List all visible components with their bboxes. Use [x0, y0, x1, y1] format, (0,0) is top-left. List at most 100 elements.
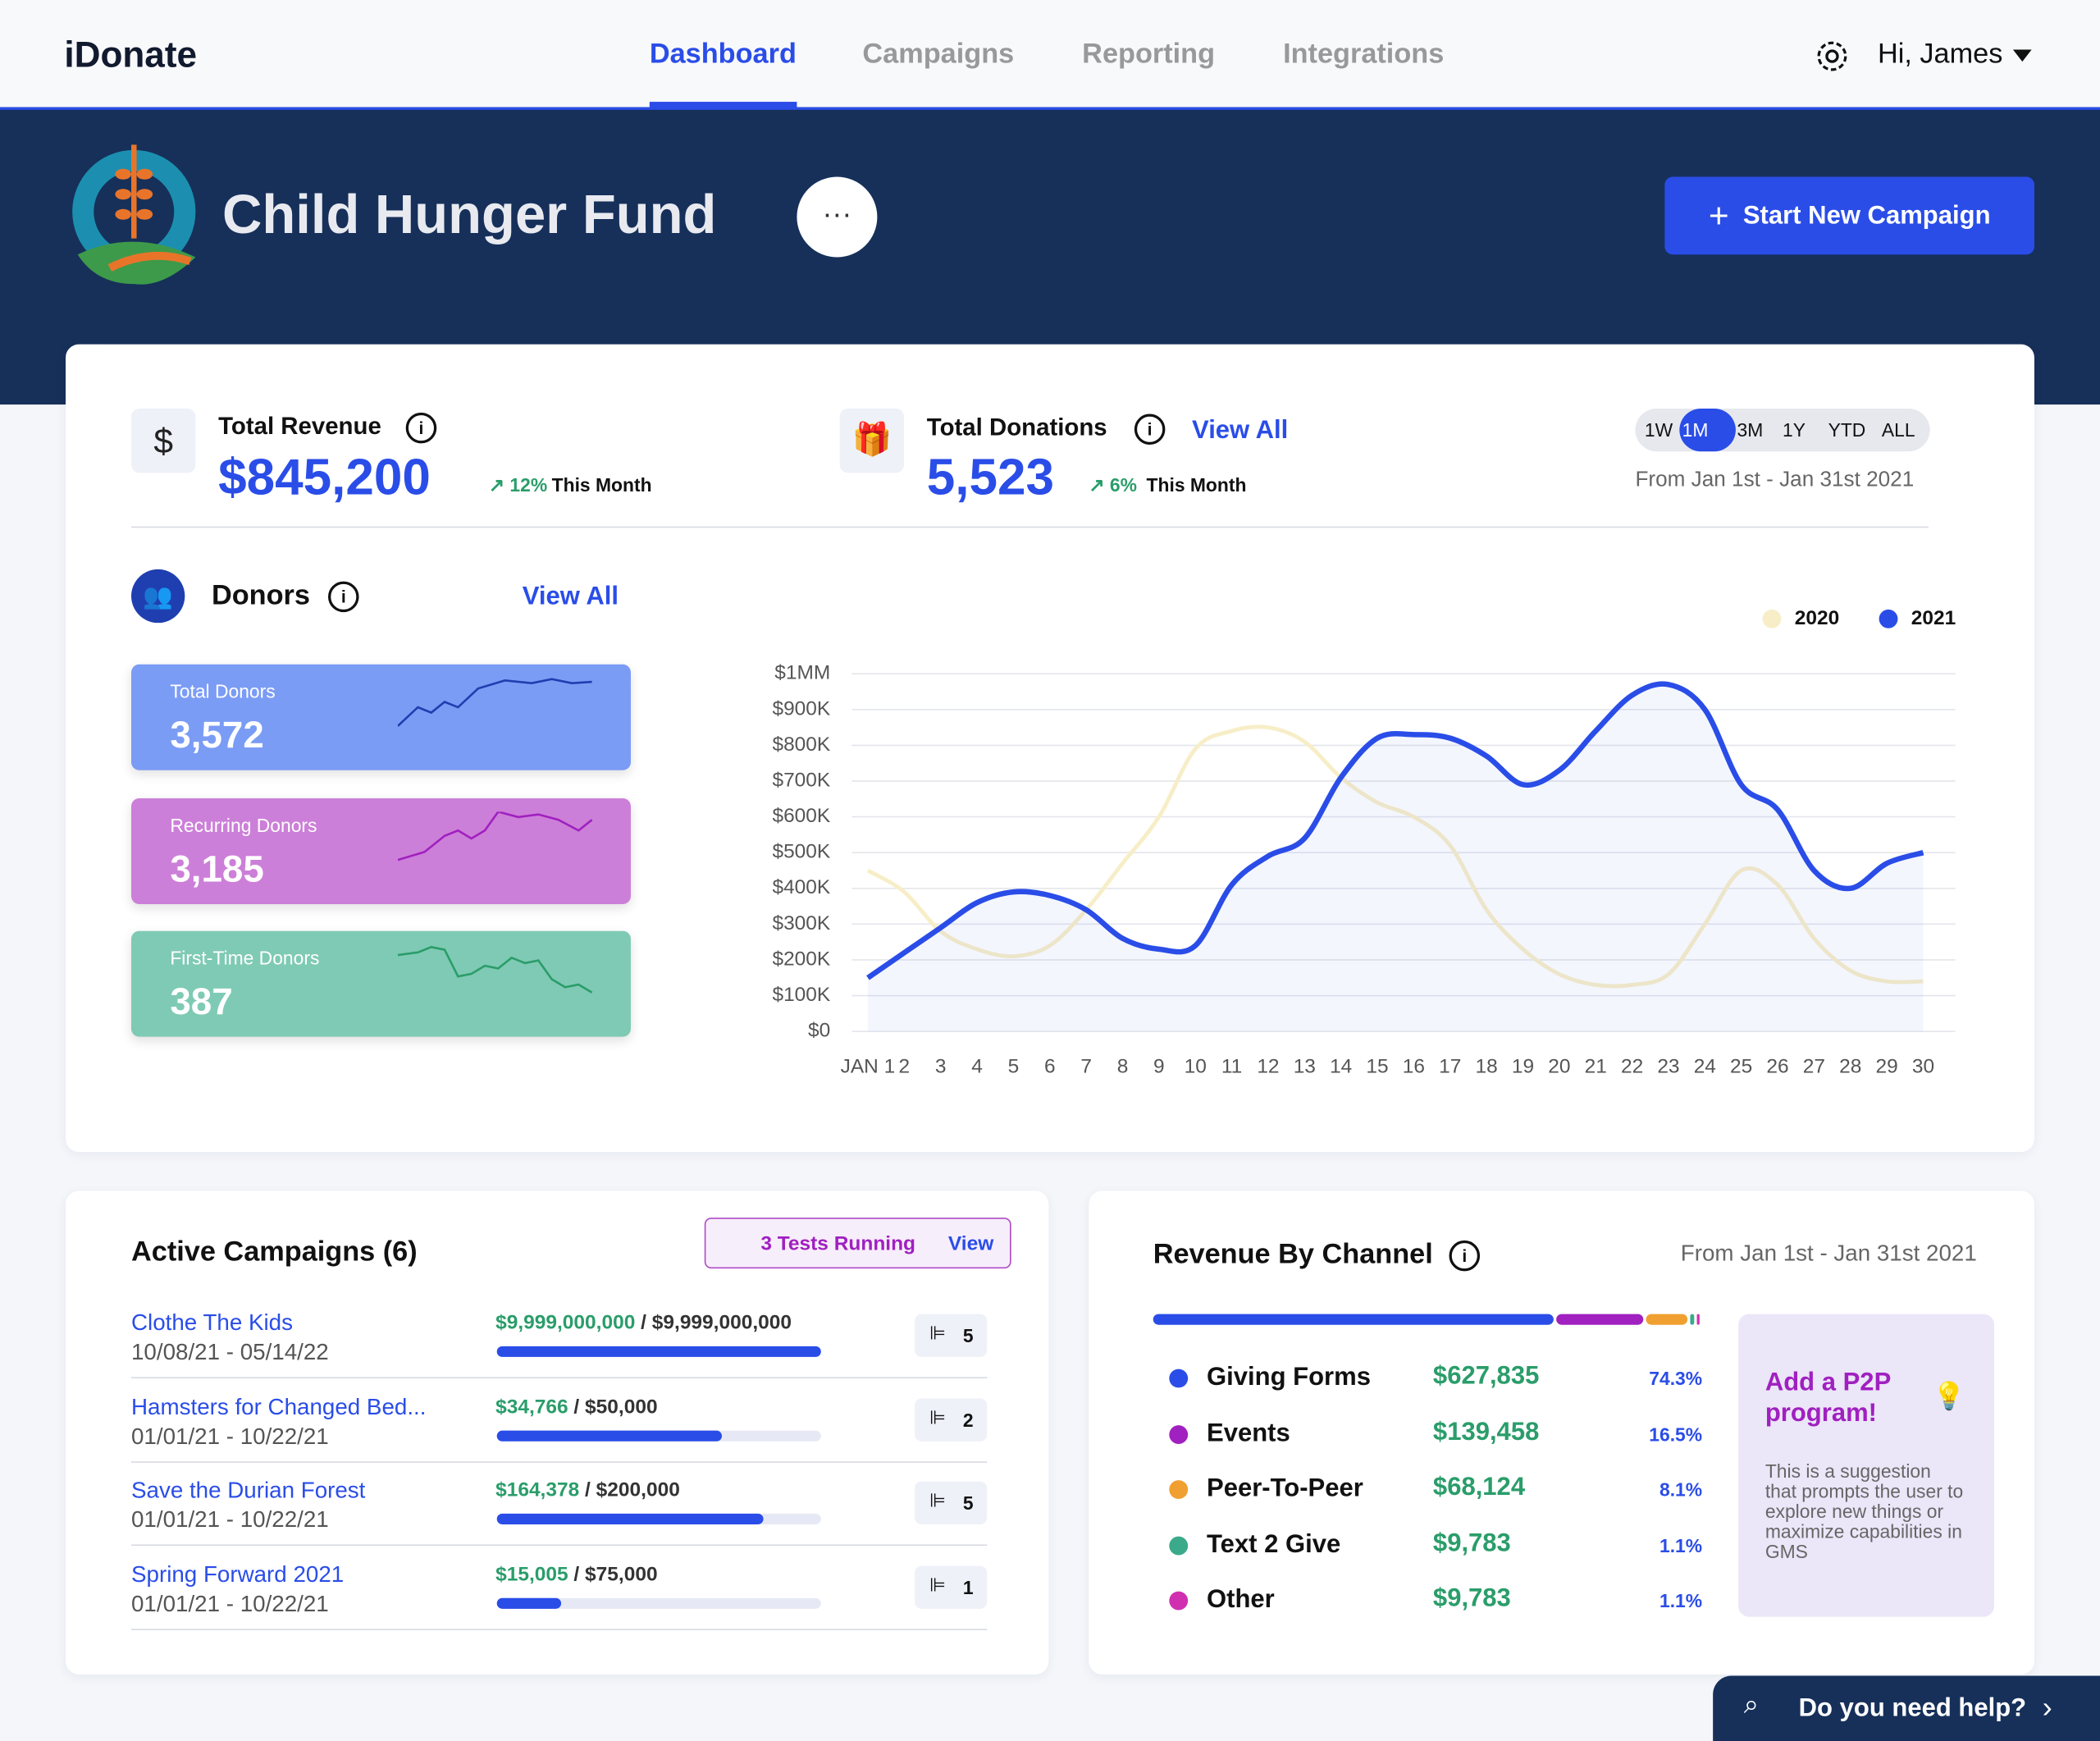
change-value: 6%	[1109, 473, 1137, 496]
nav-tab[interactable]: Campaigns	[862, 39, 1015, 70]
help-bar[interactable]	[1713, 1675, 2100, 1741]
y-tick-label: $600K	[772, 805, 830, 827]
count-badge[interactable]	[915, 1397, 988, 1441]
count-badge[interactable]	[915, 1565, 988, 1608]
start-campaign-button[interactable]: + Start New Campaign	[1664, 176, 2034, 255]
goal: $75,000	[585, 1562, 658, 1586]
range-option[interactable]: 1M	[1682, 419, 1709, 441]
count-badge[interactable]	[915, 1314, 988, 1357]
change: ↗ 12%	[488, 473, 548, 496]
tests-box[interactable]	[704, 1218, 1011, 1269]
amounts: $9,999,000,000 / $9,999,000,000	[495, 1311, 792, 1335]
promo-text: This is a suggestion that prompts the us…	[1764, 1460, 1964, 1562]
range-option[interactable]: YTD	[1828, 419, 1866, 441]
gift-icon: 🎁	[839, 408, 905, 473]
channel-amount: $627,835	[1432, 1362, 1540, 1391]
view-all-link[interactable]: View All	[1192, 416, 1289, 446]
x-tick-label: 11	[1221, 1056, 1242, 1078]
x-tick-label: 5	[1008, 1056, 1020, 1078]
campaign-name[interactable]: Clothe The Kids	[130, 1309, 293, 1336]
sparkline	[397, 944, 599, 1004]
org-logo	[72, 144, 196, 285]
channel-dot	[1169, 1369, 1189, 1388]
nav-tab[interactable]: Reporting	[1082, 39, 1216, 70]
donor-label: Recurring Donors	[170, 813, 317, 835]
change-value: 12%	[509, 473, 548, 496]
range-option[interactable]: 3M	[1737, 419, 1764, 441]
channel-amount: $9,783	[1432, 1584, 1511, 1613]
count-badge[interactable]	[915, 1481, 988, 1524]
y-tick-label: $300K	[772, 912, 830, 934]
donor-value: 387	[170, 980, 233, 1022]
donor-card	[130, 664, 631, 770]
progress-track	[496, 1597, 821, 1608]
channel-amount: $9,783	[1432, 1529, 1511, 1557]
x-tick-label: 4	[971, 1056, 983, 1078]
x-tick-label: 3	[935, 1056, 947, 1078]
row-divider	[130, 1544, 988, 1547]
tree-icon: ⊫	[929, 1573, 946, 1595]
raised: $34,766	[495, 1395, 568, 1419]
donors-icon: 👥	[130, 569, 185, 624]
info-icon: i	[405, 412, 437, 444]
x-tick-label: 7	[1080, 1056, 1092, 1078]
y-tick-label: $1MM	[774, 662, 830, 684]
legend-dot	[1762, 609, 1782, 628]
nav-tab[interactable]: Dashboard	[649, 39, 797, 70]
channel-share: 8.1%	[1659, 1478, 1703, 1501]
amounts: $34,766 / $50,000	[495, 1395, 658, 1419]
channel-share: 16.5%	[1649, 1423, 1703, 1445]
range-option[interactable]: ALL	[1881, 419, 1915, 441]
progress-bar	[496, 1429, 723, 1441]
count: 1	[962, 1575, 974, 1597]
campaign-dates: 01/01/21 - 10/22/21	[130, 1506, 329, 1533]
channel-dot	[1169, 1535, 1189, 1555]
sparkline-path	[397, 678, 592, 727]
x-tick-label: 16	[1403, 1056, 1425, 1078]
x-tick-label: 13	[1294, 1056, 1316, 1078]
nav-tab[interactable]: Integrations	[1283, 39, 1445, 70]
logo[interactable]: iDonate	[64, 34, 198, 75]
campaign-dates: 10/08/21 - 05/14/22	[130, 1339, 329, 1365]
x-tick-label: 21	[1585, 1056, 1607, 1078]
legend-label: 2021	[1911, 607, 1956, 629]
change: ↗ 6%	[1089, 473, 1137, 496]
progress-bar	[496, 1597, 562, 1608]
donor-value: 3,572	[170, 714, 264, 756]
divider	[130, 526, 1929, 528]
user-menu[interactable]: Hi, James	[1877, 39, 2003, 70]
tree-icon: ⊫	[929, 1322, 946, 1344]
x-tick-label: 10	[1185, 1056, 1207, 1078]
x-tick-label: 23	[1657, 1056, 1679, 1078]
tree-icon: ⊫	[929, 1405, 946, 1428]
view-all-link[interactable]: View All	[522, 583, 619, 611]
x-tick-label: 18	[1476, 1056, 1498, 1078]
campaign-name[interactable]: Spring Forward 2021	[130, 1561, 345, 1587]
settings-icon[interactable]	[1815, 39, 1849, 73]
caret	[2012, 49, 2032, 62]
amounts: $164,378 / $200,000	[495, 1478, 680, 1502]
goal: $50,000	[585, 1395, 658, 1419]
amounts: $15,005 / $75,000	[495, 1562, 658, 1586]
label: Total Revenue	[218, 412, 381, 440]
goal: $200,000	[596, 1478, 680, 1502]
chevron: ›	[2042, 1690, 2052, 1725]
campaign-name[interactable]: Hamsters for Changed Bed...	[130, 1393, 427, 1419]
x-tick-label: 28	[1839, 1056, 1861, 1078]
donor-label: Total Donors	[170, 680, 276, 702]
tests-view[interactable]: View	[947, 1232, 994, 1255]
x-tick-label: 9	[1153, 1056, 1165, 1078]
channel-dot	[1169, 1424, 1189, 1444]
revenue-value: $845,200	[218, 450, 431, 507]
donor-label: First-Time Donors	[170, 947, 320, 969]
label: Total Donations	[926, 414, 1107, 441]
channel-dot	[1169, 1480, 1189, 1499]
range-option[interactable]: 1Y	[1783, 419, 1806, 441]
tests-label: 3 Tests Running	[760, 1232, 916, 1255]
range-option[interactable]: 1W	[1644, 419, 1673, 441]
campaign-name[interactable]: Save the Durian Forest	[130, 1477, 366, 1503]
progress-bar	[496, 1346, 821, 1357]
more-button[interactable]: ···	[797, 176, 878, 258]
